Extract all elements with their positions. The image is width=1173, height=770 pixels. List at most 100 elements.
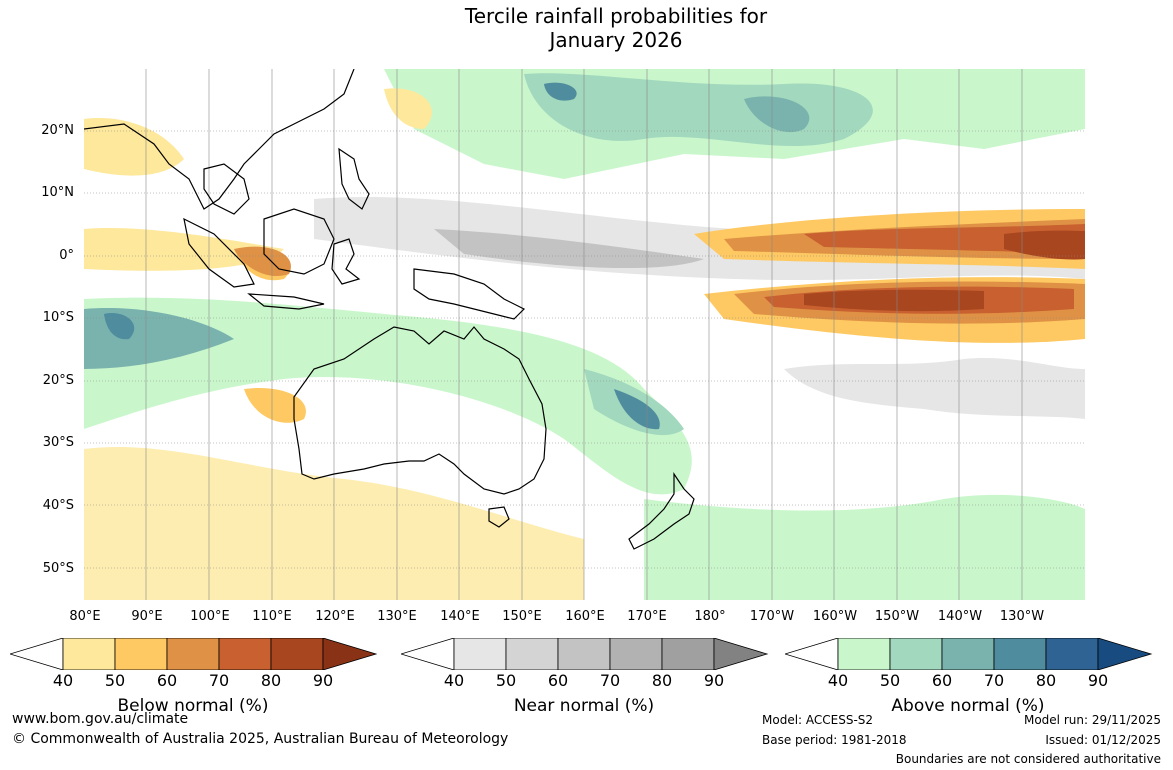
below-tick: 80 <box>260 671 282 690</box>
lon-label: 170°E <box>627 609 667 624</box>
copyright: © Commonwealth of Australia 2025, Austra… <box>12 731 509 747</box>
above-over-triangle <box>1097 638 1153 670</box>
new-zealand-outline <box>628 472 695 550</box>
near-tick: 90 <box>703 671 725 690</box>
title-line-2: January 2026 <box>549 28 683 52</box>
below-color-swatch <box>270 638 324 670</box>
below-normal-region <box>244 388 306 423</box>
above-normal-region <box>614 389 660 430</box>
near-color-swatch <box>557 638 611 670</box>
above-normal-region <box>384 88 432 129</box>
near-color-swatch <box>453 638 507 670</box>
below-over-triangle <box>322 638 378 670</box>
lat-label: 40°S <box>42 498 74 513</box>
lon-label: 150°W <box>874 609 920 624</box>
above-normal-region <box>744 96 810 133</box>
lon-label: 110°E <box>252 609 292 624</box>
base-period: Base period: 1981-2018 <box>762 733 907 747</box>
rainfall-probability-map <box>84 69 1085 600</box>
lon-label: 80°E <box>69 609 101 624</box>
lon-label: 130°W <box>999 609 1045 624</box>
lon-label: 160°E <box>565 609 605 624</box>
lat-label: 30°S <box>42 435 74 450</box>
below-tick: 50 <box>104 671 126 690</box>
near-tick: 40 <box>443 671 465 690</box>
near-tick: 80 <box>651 671 673 690</box>
above-normal-colorbar <box>785 638 1153 670</box>
lon-label: 130°E <box>377 609 417 624</box>
papua-outline <box>413 268 526 320</box>
sumatra-outline <box>183 217 255 288</box>
map-canvas <box>84 69 1085 600</box>
philippines-outline <box>338 147 370 210</box>
above-tick: 60 <box>931 671 953 690</box>
lon-label: 180° <box>694 609 726 624</box>
lon-label: 140°W <box>937 609 983 624</box>
lon-label: 100°E <box>190 609 230 624</box>
above-normal-region <box>544 82 577 101</box>
near-tick: 60 <box>547 671 569 690</box>
near-color-swatch <box>609 638 663 670</box>
lon-label: 160°W <box>812 609 858 624</box>
above-tick: 70 <box>983 671 1005 690</box>
above-color-swatch <box>1045 638 1099 670</box>
above-normal-region <box>84 297 692 495</box>
java-outline <box>247 293 325 310</box>
asia-mainland-outline <box>84 69 355 210</box>
lat-label: 10°N <box>41 185 74 200</box>
above-normal-region <box>104 313 135 340</box>
map-title: Tercile rainfall probabilities for Janua… <box>0 4 1173 52</box>
sulawesi-outline <box>331 238 361 285</box>
near-color-swatch <box>661 638 715 670</box>
lon-label: 120°E <box>315 609 355 624</box>
below-color-swatch <box>166 638 220 670</box>
above-tick: 40 <box>827 671 849 690</box>
below-tick: 60 <box>156 671 178 690</box>
below-color-swatch <box>114 638 168 670</box>
below-color-swatch <box>218 638 272 670</box>
graticule <box>84 69 1085 600</box>
title-line-1: Tercile rainfall probabilities for <box>464 4 768 28</box>
near-over-triangle <box>713 638 769 670</box>
coastlines <box>84 69 695 550</box>
lat-label: 10°S <box>42 310 74 325</box>
above-color-swatch <box>941 638 995 670</box>
lon-label: 90°E <box>131 609 163 624</box>
near-tick: 70 <box>599 671 621 690</box>
below-tick: 70 <box>208 671 230 690</box>
below-under-triangle <box>10 638 64 670</box>
below-normal-region <box>1004 230 1085 260</box>
above-under-triangle <box>785 638 839 670</box>
near-normal-colorbar <box>401 638 769 670</box>
probability-shading <box>84 69 1085 600</box>
above-normal-title: Above normal (%) <box>891 696 1045 716</box>
borneo-outline <box>263 208 335 275</box>
above-color-swatch <box>993 638 1047 670</box>
lon-label: 150°E <box>502 609 542 624</box>
below-normal-colorbar <box>10 638 378 670</box>
lat-label: 20°N <box>41 123 74 138</box>
website-link[interactable]: www.bom.gov.au/climate <box>12 711 189 727</box>
near-normal-region <box>784 357 1085 419</box>
lon-label: 140°E <box>440 609 480 624</box>
tasmania-outline <box>488 506 510 528</box>
above-tick: 50 <box>879 671 901 690</box>
near-color-swatch <box>505 638 559 670</box>
below-normal-region <box>804 289 984 312</box>
lat-label: 20°S <box>42 373 74 388</box>
below-normal-region <box>84 118 184 176</box>
australia-outline <box>293 326 547 495</box>
near-normal-region <box>434 229 704 269</box>
lat-label: 50°S <box>42 561 74 576</box>
above-color-swatch <box>837 638 891 670</box>
model-run: Model run: 29/11/2025 <box>1023 713 1161 727</box>
below-normal-region <box>84 228 284 271</box>
below-normal-region <box>234 246 291 277</box>
above-tick: 80 <box>1035 671 1057 690</box>
lat-label: 0° <box>59 248 74 263</box>
model-info: Model: ACCESS-S2 <box>762 713 874 727</box>
below-color-swatch <box>62 638 116 670</box>
lon-label: 170°W <box>749 609 795 624</box>
below-tick: 40 <box>52 671 74 690</box>
near-under-triangle <box>401 638 455 670</box>
